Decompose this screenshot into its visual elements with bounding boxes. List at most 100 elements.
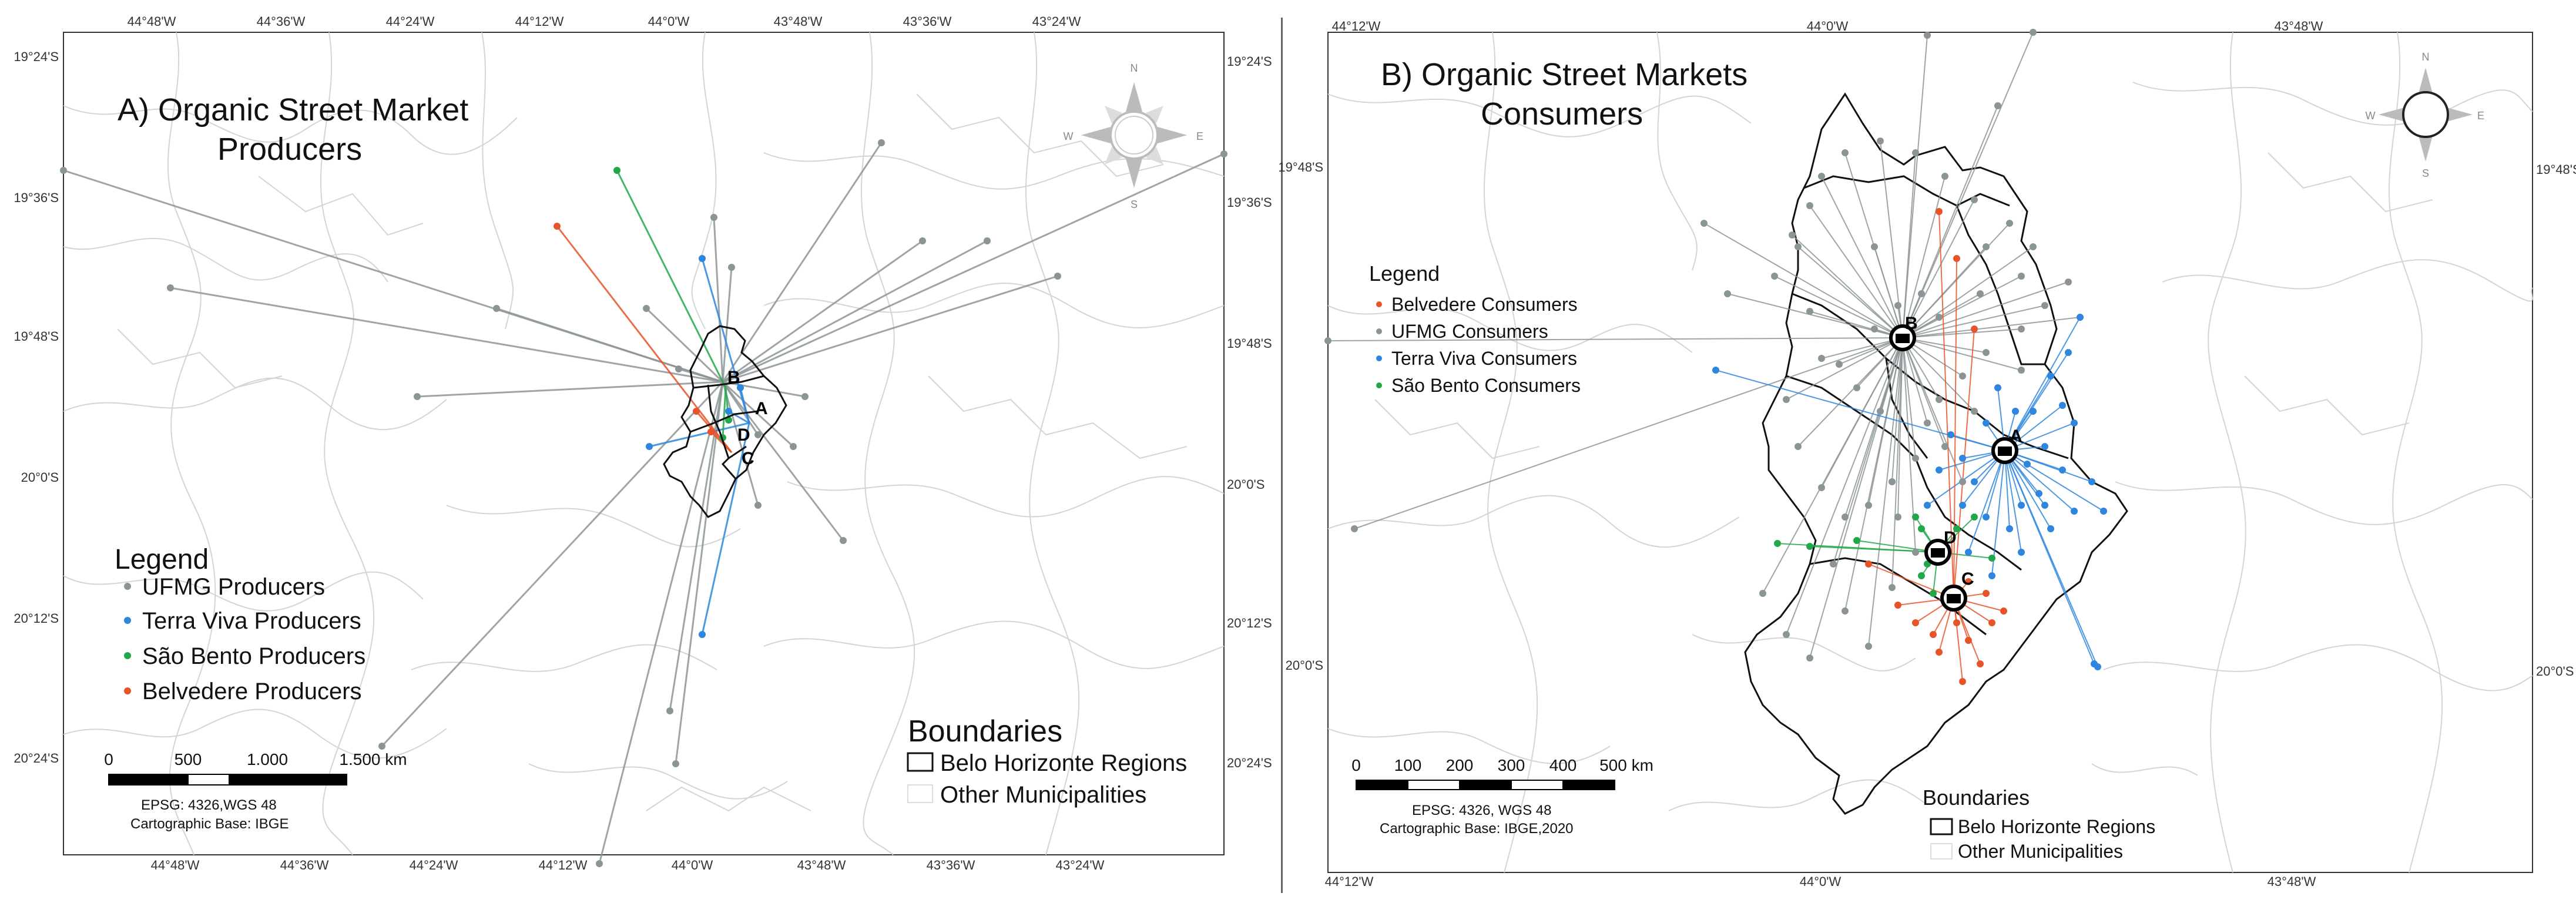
sao-bento-point (1918, 572, 1925, 579)
ufmg-point (1818, 173, 1825, 180)
belvedere-point (1953, 619, 1960, 626)
ufmg-point (1959, 372, 1966, 380)
swatch-bh-regions (907, 752, 934, 772)
ufmg-flow-line (1786, 337, 1903, 635)
map-subtitle: Producers (217, 132, 362, 167)
scale-label: 100 (1394, 756, 1422, 774)
terra-viva-point (2030, 408, 2037, 415)
belvedere-point (1894, 602, 1901, 609)
terra-viva-point (2059, 466, 2066, 474)
ufmg-point (984, 237, 991, 244)
ufmg-point (1724, 290, 1731, 297)
ufmg-point (1924, 32, 1931, 39)
ufmg-flow-line (598, 381, 724, 864)
legend-swatch-ufmg (1376, 328, 1382, 334)
ufmg-point (1865, 502, 1872, 509)
terra-viva-point (1983, 419, 1990, 427)
ufmg-point (1806, 654, 1813, 662)
ufmg-point (801, 393, 809, 400)
scale-label: 500 km (1599, 756, 1653, 774)
terra-viva-point (1924, 502, 1931, 509)
tick-label: 20°24'S (1227, 756, 1272, 770)
ufmg-point (2065, 278, 2072, 286)
ufmg-flow-line (722, 240, 988, 383)
tick-label: 44°12'W (1332, 19, 1381, 33)
ufmg-point (2030, 29, 2037, 36)
ufmg-point (60, 167, 67, 174)
ufmg-point (1889, 584, 1896, 591)
ufmg-flow-line (669, 381, 724, 711)
ufmg-point (1912, 549, 1919, 556)
map-subtitle: Consumers (1481, 96, 1643, 132)
ufmg-point (1971, 408, 1978, 415)
boundaries-heading: Boundaries (1923, 785, 2030, 810)
ufmg-flow-line (1902, 328, 2022, 338)
scale-label: 1.000 (247, 750, 288, 768)
terra-viva-flow-line (2004, 450, 2098, 667)
ufmg-flow-line (1902, 317, 2081, 338)
ufmg-flow-line (722, 267, 733, 382)
terra-viva-point (699, 631, 706, 638)
producer-flow-lines (63, 142, 1225, 864)
scale-label: 0 (1351, 756, 1361, 774)
ufmg-flow-line (1902, 337, 1928, 424)
ufmg-flow-line (1891, 337, 1903, 482)
tick-label: 19°36'S (14, 190, 59, 205)
ufmg-flow-line (1809, 337, 1903, 659)
ufmg-point (1220, 150, 1227, 157)
ufmg-point (1853, 384, 1860, 391)
ufmg-point (1795, 243, 1802, 250)
ufmg-point (1894, 513, 1901, 521)
sao-bento-point (1806, 543, 1813, 550)
ufmg-flow-line (1897, 337, 1903, 518)
terra-viva-flow-line (649, 422, 750, 448)
terra-viva-point (1712, 367, 1719, 374)
sao-bento-flow-line (722, 387, 727, 438)
ufmg-point (167, 284, 174, 291)
market-marker-b: B (1889, 314, 1918, 351)
ufmg-point (754, 502, 762, 509)
tick-label: 43°24'W (1032, 14, 1081, 29)
ufmg-point (378, 743, 385, 750)
ufmg-flow-line (1354, 337, 1903, 529)
belvedere-point (1988, 619, 1995, 626)
tick-label: 20°12'S (1227, 616, 1272, 630)
belvedere-point (693, 408, 700, 415)
map-title: A) Organic Street Market (118, 92, 468, 127)
ufmg-point (1871, 243, 1878, 250)
scale-label: 0 (104, 750, 113, 768)
ufmg-point (1830, 560, 1837, 568)
tick-label: 43°48'W (2268, 874, 2316, 889)
terra-viva-point (2059, 402, 2066, 409)
belvedere-point (1936, 649, 1943, 656)
ufmg-point (1912, 455, 1919, 462)
producers-map-svg: 44°48'W 44°36'W 44°24'W 44°12'W 44°0'W 4… (14, 14, 1272, 872)
credit-base: Cartographic Base: IBGE (130, 816, 289, 832)
legend-heading: Legend (115, 544, 209, 575)
ufmg-flow-line (722, 381, 794, 448)
ufmg-point (1818, 355, 1825, 362)
ufmg-flow-line (1874, 246, 1903, 338)
market-marker-a: A (1991, 427, 2022, 464)
ufmg-flow-line (722, 381, 759, 506)
legend-item-sao-bento: São Bento Consumers (1391, 375, 1581, 396)
ufmg-point (1918, 290, 1925, 297)
legend: Legend UFMG Producers Terra Viva Produce… (115, 544, 365, 704)
belvedere-point (707, 428, 715, 435)
tick-label: 44°0'W (1800, 874, 1842, 889)
sao-bento-point (1971, 513, 1978, 521)
ufmg-flow-line (1868, 337, 1903, 647)
ufmg-point (878, 139, 885, 146)
ufmg-flow-line (1821, 337, 1903, 359)
ufmg-flow-line (1902, 276, 2022, 338)
terra-viva-point (1983, 513, 1990, 521)
terra-viva-point (2041, 443, 2048, 450)
terra-viva-point (2012, 408, 2019, 415)
tick-label: 20°0'S (21, 470, 59, 485)
sao-bento-point (1953, 525, 1960, 532)
sao-bento-point (1774, 540, 1781, 547)
swatch-other-municipalities (907, 784, 933, 803)
belo-horizonte-regions (663, 325, 787, 518)
belvedere-flow-line (1868, 563, 1954, 599)
terra-viva-point (1965, 549, 1972, 556)
